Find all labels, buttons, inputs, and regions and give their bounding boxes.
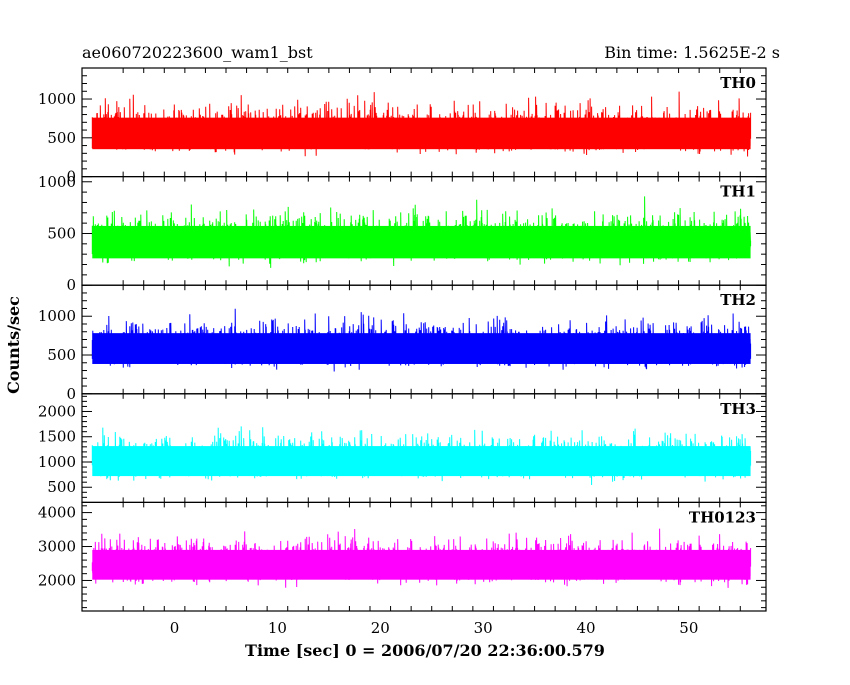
y-tick-label: 500 <box>47 224 76 242</box>
x-tick-label: 20 <box>371 619 390 637</box>
chart-title-left: ae060720223600_wam1_bst <box>82 43 313 62</box>
y-tick-label: 1000 <box>38 307 76 325</box>
y-tick-label: 0 <box>66 276 76 294</box>
y-tick-label: 1000 <box>38 90 76 108</box>
x-tick-label: 30 <box>474 619 493 637</box>
panel-th0123: 2000 3000 4000 TH0123 <box>38 501 767 612</box>
panel-th0: 0 500 1000 TH0 <box>38 67 767 186</box>
y-tick-label: 1000 <box>38 173 76 191</box>
series-core-th3 <box>92 446 751 477</box>
y-tick-label: 500 <box>47 478 76 496</box>
panel-label-th3: TH3 <box>720 400 756 418</box>
y-tick-label: 3000 <box>38 538 76 556</box>
y-tick-label: 0 <box>66 385 76 403</box>
panel-th2: 0 500 1000 TH2 <box>38 284 767 403</box>
panel-label-th0123: TH0123 <box>689 508 756 526</box>
x-tick-label: 10 <box>268 619 287 637</box>
panel-label-th1: TH1 <box>720 183 756 201</box>
y-tick-label: 2000 <box>38 571 76 589</box>
panel-label-th2: TH2 <box>720 291 756 309</box>
y-tick-label: 4000 <box>38 504 76 522</box>
x-tick-label: 40 <box>576 619 595 637</box>
y-tick-label: 500 <box>47 346 76 364</box>
series-core-th2 <box>92 333 751 364</box>
panels-layer: 05001000TH005001000TH105001000TH25001000… <box>38 67 767 637</box>
y-tick-label: 0 <box>66 168 76 186</box>
panel-label-th0: TH0 <box>720 74 756 92</box>
panel-frame <box>81 501 767 612</box>
y-axis-label: Counts/sec <box>4 296 23 394</box>
x-tick-label: 0 <box>170 619 180 637</box>
series-core-th0 <box>92 117 751 150</box>
panel-th1: 0 500 1000 TH1 <box>38 173 767 294</box>
y-tick-label: 1000 <box>38 453 76 471</box>
x-tick-label: 50 <box>679 619 698 637</box>
chart-title-right: Bin time: 1.5625E-2 s <box>604 43 780 62</box>
y-tick-label: 2000 <box>38 402 76 420</box>
panel-th3: 500 1000 1500 2000 TH3 <box>38 393 767 503</box>
y-tick-label: 1500 <box>38 428 76 446</box>
x-axis-label: Time [sec] 0 = 2006/07/20 22:36:00.579 <box>245 641 605 660</box>
y-tick-label: 500 <box>47 129 76 147</box>
series-core-th0123 <box>92 549 751 580</box>
series-core-th1 <box>92 225 751 259</box>
